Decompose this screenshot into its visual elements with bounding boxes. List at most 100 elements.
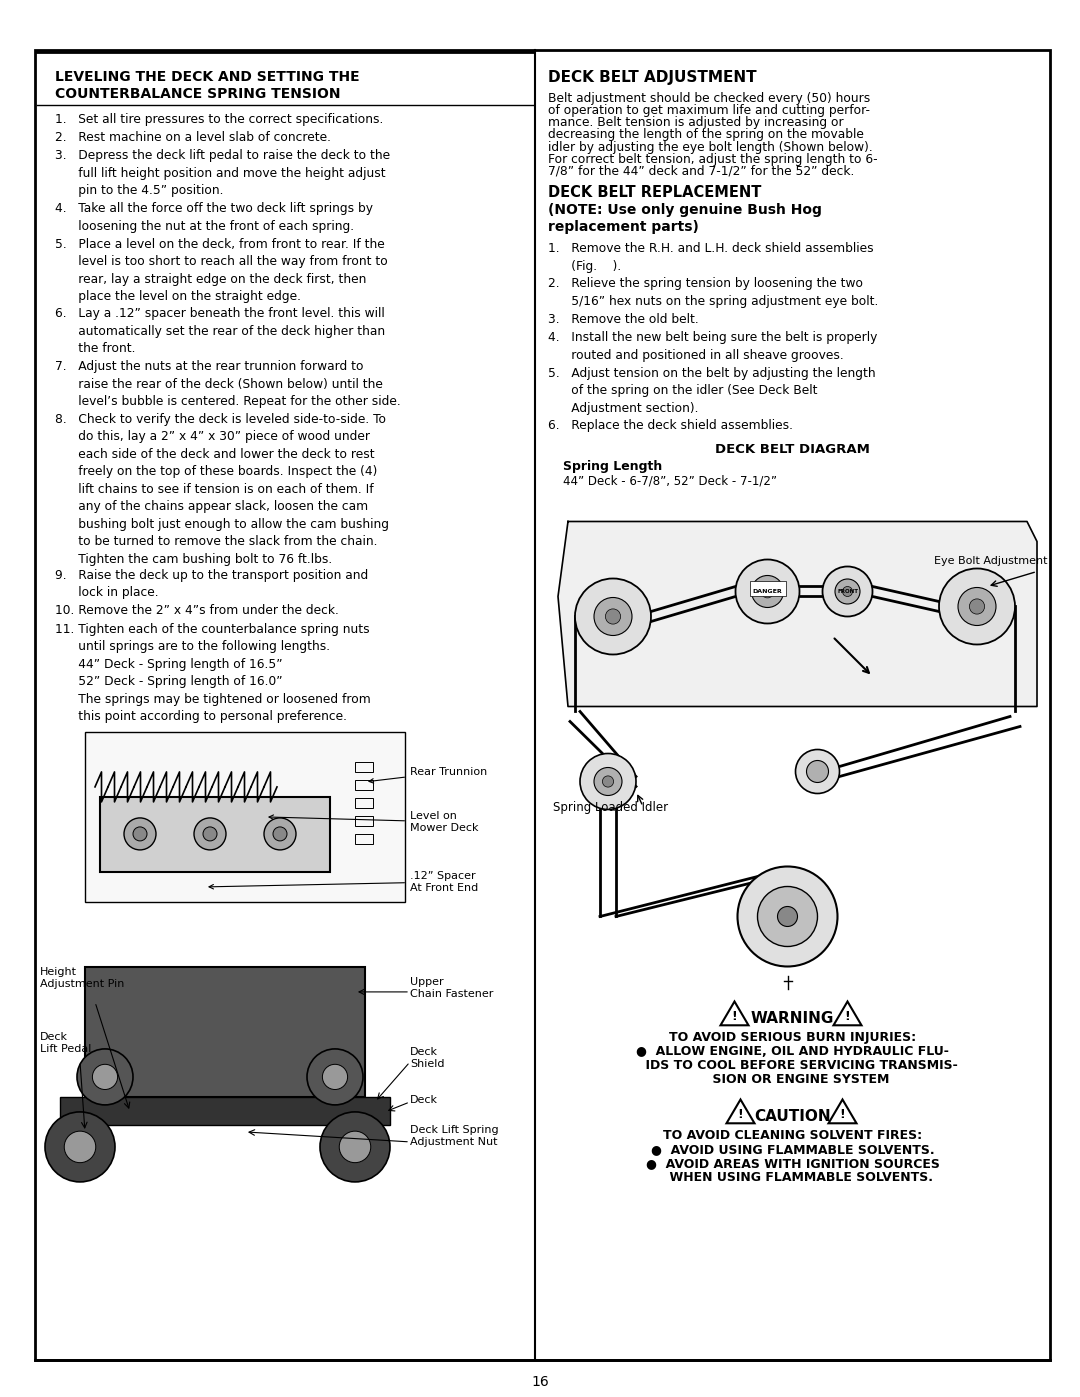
Text: !: !: [738, 1108, 743, 1122]
Text: Upper
Chain Fastener: Upper Chain Fastener: [410, 977, 494, 999]
Text: mance. Belt tension is adjusted by increasing or: mance. Belt tension is adjusted by incre…: [548, 116, 843, 130]
Text: !: !: [845, 1010, 850, 1024]
Text: 11. Tighten each of the counterbalance spring nuts
      until springs are to th: 11. Tighten each of the counterbalance s…: [55, 623, 370, 724]
Text: Deck Lift Spring
Adjustment Nut: Deck Lift Spring Adjustment Nut: [410, 1125, 499, 1147]
Text: Deck
Lift Pedal: Deck Lift Pedal: [40, 1032, 92, 1055]
Text: ●  AVOID AREAS WITH IGNITION SOURCES: ● AVOID AREAS WITH IGNITION SOURCES: [646, 1158, 940, 1171]
Text: 8.   Check to verify the deck is leveled side-to-side. To
      do this, lay a 2: 8. Check to verify the deck is leveled s…: [55, 414, 389, 566]
Circle shape: [970, 599, 985, 615]
Circle shape: [339, 1132, 370, 1162]
Text: 4.   Take all the force off the two deck lift springs by
      loosening the nut: 4. Take all the force off the two deck l…: [55, 203, 373, 233]
Bar: [355, 816, 373, 826]
Text: 9.   Raise the deck up to the transport position and
      lock in place.: 9. Raise the deck up to the transport po…: [55, 569, 368, 599]
Text: 10. Remove the 2” x 4”s from under the deck.: 10. Remove the 2” x 4”s from under the d…: [55, 605, 339, 617]
Circle shape: [594, 767, 622, 795]
Text: 1.   Set all tire pressures to the correct specifications.: 1. Set all tire pressures to the correct…: [55, 113, 383, 126]
Text: 2.   Relieve the spring tension by loosening the two
      5/16” hex nuts on the: 2. Relieve the spring tension by looseni…: [548, 278, 878, 307]
Text: (NOTE: Use only genuine Bush Hog: (NOTE: Use only genuine Bush Hog: [548, 203, 822, 217]
Text: Eye Bolt Adjustment: Eye Bolt Adjustment: [933, 556, 1047, 567]
Circle shape: [64, 1132, 96, 1162]
Text: ●  AVOID USING FLAMMABLE SOLVENTS.: ● AVOID USING FLAMMABLE SOLVENTS.: [650, 1144, 934, 1157]
Circle shape: [796, 750, 839, 793]
Text: COUNTERBALANCE SPRING TENSION: COUNTERBALANCE SPRING TENSION: [55, 87, 340, 101]
Circle shape: [264, 817, 296, 849]
Circle shape: [77, 1049, 133, 1105]
Text: 7/8” for the 44” deck and 7-1/2” for the 52” deck.: 7/8” for the 44” deck and 7-1/2” for the…: [548, 165, 854, 177]
Text: WHEN USING FLAMMABLE SOLVENTS.: WHEN USING FLAMMABLE SOLVENTS.: [652, 1172, 933, 1185]
Text: 6.   Replace the deck shield assemblies.: 6. Replace the deck shield assemblies.: [548, 419, 793, 432]
Text: Belt adjustment should be checked every (50) hours: Belt adjustment should be checked every …: [548, 92, 870, 105]
Circle shape: [958, 588, 996, 626]
Text: 3.   Remove the old belt.: 3. Remove the old belt.: [548, 313, 699, 326]
Bar: [100, 796, 330, 872]
Bar: [85, 967, 365, 1097]
Bar: [355, 780, 373, 789]
Text: WARNING: WARNING: [751, 1011, 834, 1027]
Text: TO AVOID SERIOUS BURN INJURIES:: TO AVOID SERIOUS BURN INJURIES:: [669, 1031, 916, 1045]
Text: DECK BELT REPLACEMENT: DECK BELT REPLACEMENT: [548, 184, 761, 200]
Text: Spring Length: Spring Length: [563, 461, 662, 474]
Text: Spring Loaded Idler: Spring Loaded Idler: [553, 802, 669, 814]
Circle shape: [606, 609, 621, 624]
Text: DECK BELT ADJUSTMENT: DECK BELT ADJUSTMENT: [548, 70, 757, 85]
Polygon shape: [828, 1099, 856, 1123]
Text: .12” Spacer
At Front End: .12” Spacer At Front End: [210, 870, 478, 893]
Bar: [355, 834, 373, 844]
Text: 5.   Place a level on the deck, from front to rear. If the
      level is too sh: 5. Place a level on the deck, from front…: [55, 237, 388, 303]
Text: SION OR ENGINE SYSTEM: SION OR ENGINE SYSTEM: [696, 1073, 890, 1087]
Circle shape: [580, 753, 636, 809]
Circle shape: [735, 559, 799, 623]
Polygon shape: [720, 1002, 748, 1025]
Circle shape: [203, 827, 217, 841]
Polygon shape: [727, 1099, 755, 1123]
Text: CAUTION: CAUTION: [754, 1109, 831, 1125]
Circle shape: [273, 827, 287, 841]
Text: !: !: [731, 1010, 738, 1024]
Text: 4.   Install the new belt being sure the belt is properly
      routed and posit: 4. Install the new belt being sure the b…: [548, 331, 877, 362]
Text: TO AVOID CLEANING SOLVENT FIRES:: TO AVOID CLEANING SOLVENT FIRES:: [663, 1130, 922, 1143]
Text: idler by adjusting the eye bolt length (Shown below).: idler by adjusting the eye bolt length (…: [548, 141, 873, 154]
Text: DANGER: DANGER: [753, 590, 782, 594]
Polygon shape: [558, 521, 1037, 707]
Text: 1.   Remove the R.H. and L.H. deck shield assemblies
      (Fig.    ).: 1. Remove the R.H. and L.H. deck shield …: [548, 242, 874, 272]
Circle shape: [939, 569, 1015, 644]
Bar: [60, 1097, 390, 1125]
Circle shape: [757, 887, 818, 947]
Circle shape: [45, 1112, 114, 1182]
Circle shape: [594, 598, 632, 636]
Text: 5.   Adjust tension on the belt by adjusting the length
      of the spring on t: 5. Adjust tension on the belt by adjusti…: [548, 366, 876, 415]
Text: !: !: [839, 1108, 846, 1122]
Circle shape: [823, 567, 873, 616]
Bar: [85, 732, 405, 902]
Circle shape: [194, 817, 226, 849]
Text: Height
Adjustment Pin: Height Adjustment Pin: [40, 967, 124, 989]
Bar: [355, 761, 373, 773]
Text: For correct belt tension, adjust the spring length to 6-: For correct belt tension, adjust the spr…: [548, 152, 878, 166]
Text: 6.   Lay a .12” spacer beneath the front level. this will
      automatically se: 6. Lay a .12” spacer beneath the front l…: [55, 307, 386, 355]
Text: ●  ALLOW ENGINE, OIL AND HYDRAULIC FLU-: ● ALLOW ENGINE, OIL AND HYDRAULIC FLU-: [636, 1045, 949, 1059]
Circle shape: [842, 587, 852, 597]
Text: DECK BELT DIAGRAM: DECK BELT DIAGRAM: [715, 443, 869, 457]
Circle shape: [323, 1065, 348, 1090]
Bar: [750, 581, 785, 597]
Text: FRONT: FRONT: [837, 590, 858, 594]
Text: of operation to get maximum life and cutting perfor-: of operation to get maximum life and cut…: [548, 105, 870, 117]
Text: 16: 16: [531, 1375, 549, 1389]
Circle shape: [575, 578, 651, 654]
Circle shape: [133, 827, 147, 841]
Circle shape: [835, 578, 860, 604]
Text: Deck: Deck: [410, 1095, 438, 1105]
Text: Level on
Mower Deck: Level on Mower Deck: [269, 810, 478, 833]
Text: Rear Trunnion: Rear Trunnion: [369, 767, 487, 784]
Text: IDS TO COOL BEFORE SERVICING TRANSMIS-: IDS TO COOL BEFORE SERVICING TRANSMIS-: [627, 1059, 957, 1073]
Text: 3.   Depress the deck lift pedal to raise the deck to the
      full lift height: 3. Depress the deck lift pedal to raise …: [55, 149, 390, 197]
Text: 2.   Rest machine on a level slab of concrete.: 2. Rest machine on a level slab of concr…: [55, 131, 330, 144]
Bar: [355, 798, 373, 807]
Text: 7.   Adjust the nuts at the rear trunnion forward to
      raise the rear of the: 7. Adjust the nuts at the rear trunnion …: [55, 360, 401, 408]
Circle shape: [752, 576, 783, 608]
Polygon shape: [834, 1002, 862, 1025]
Circle shape: [778, 907, 797, 926]
Text: LEVELING THE DECK AND SETTING THE: LEVELING THE DECK AND SETTING THE: [55, 70, 360, 84]
Circle shape: [93, 1065, 118, 1090]
Circle shape: [320, 1112, 390, 1182]
